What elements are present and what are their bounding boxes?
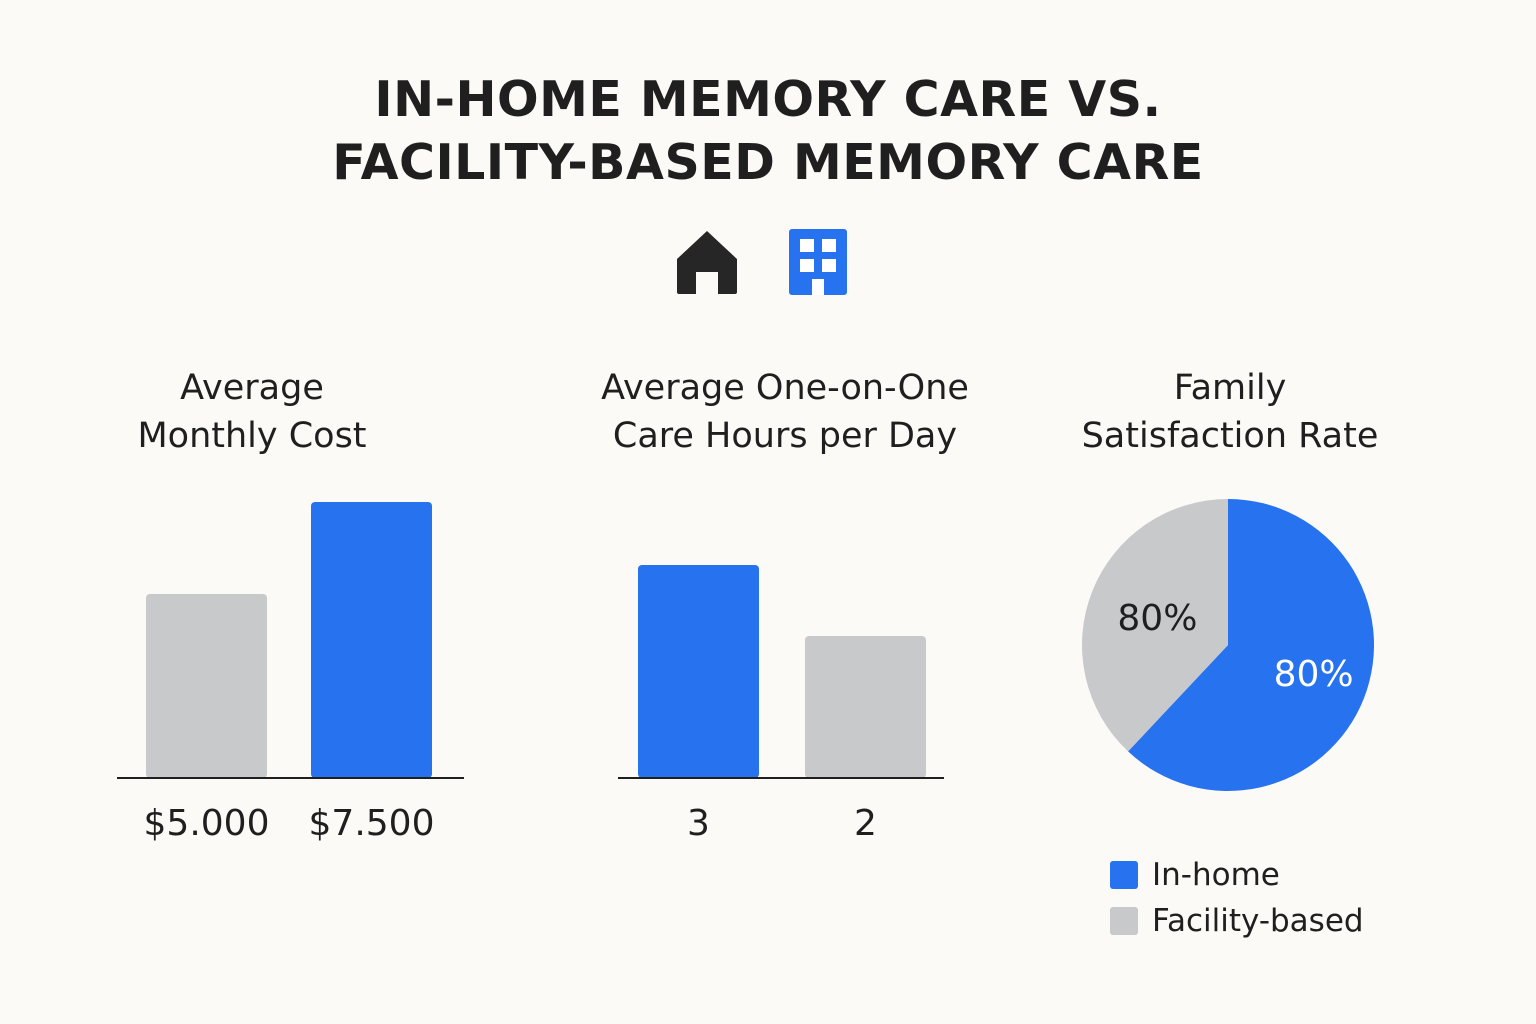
bar-2: [805, 636, 926, 778]
pie-label-1: 80%: [1274, 654, 1354, 695]
satisfaction-chart-title: Family Satisfaction Rate: [1060, 364, 1400, 460]
tick-label-1: 3: [687, 803, 710, 844]
tick-label-2: $7.500: [309, 803, 435, 844]
title-line-1: IN-HOME MEMORY CARE VS.: [374, 71, 1162, 128]
bar-2: [311, 502, 432, 778]
legend-label-facility-based: Facility-based: [1152, 903, 1364, 939]
cost-chart-title-line-1: Average: [180, 368, 324, 408]
care-hours-chart-title-line-2: Care Hours per Day: [612, 416, 958, 456]
tick-label-2: 2: [854, 803, 877, 844]
pie-label-2: 80%: [1117, 598, 1197, 639]
legend-swatch-facility-based: [1110, 907, 1138, 935]
satisfaction-pie-chart: 80% 80%: [1082, 499, 1374, 791]
cost-chart-title-line-2: Monthly Cost: [137, 416, 367, 456]
satisfaction-chart-title-line-1: Family: [1173, 368, 1287, 408]
legend-item-in-home: In-home: [1110, 852, 1364, 898]
tick-label-1: $5.000: [144, 803, 270, 844]
header-icons: [674, 228, 850, 298]
building-icon: [789, 229, 847, 295]
care-hours-chart-title-line-1: Average One-on-One: [601, 368, 969, 408]
pie-slice-facility-based: [1082, 499, 1228, 752]
title-line-2: FACILITY-BASED MEMORY CARE: [332, 134, 1204, 191]
pie-legend: In-home Facility-based: [1110, 852, 1364, 944]
legend-label-in-home: In-home: [1152, 857, 1280, 893]
bar-1: [146, 594, 267, 778]
cost-chart-title: Average Monthly Cost: [92, 364, 412, 460]
page-title: IN-HOME MEMORY CARE VS. FACILITY-BASED M…: [0, 68, 1536, 194]
legend-swatch-in-home: [1110, 861, 1138, 889]
pie-slice-in-home: [1128, 499, 1374, 791]
cost-bar-chart: $5.000 $7.500: [117, 502, 464, 844]
house-icon: [677, 231, 737, 294]
care-hours-chart-title: Average One-on-One Care Hours per Day: [560, 364, 1010, 460]
bar-1: [638, 565, 759, 778]
legend-item-facility-based: Facility-based: [1110, 898, 1364, 944]
satisfaction-chart-title-line-2: Satisfaction Rate: [1081, 416, 1379, 456]
